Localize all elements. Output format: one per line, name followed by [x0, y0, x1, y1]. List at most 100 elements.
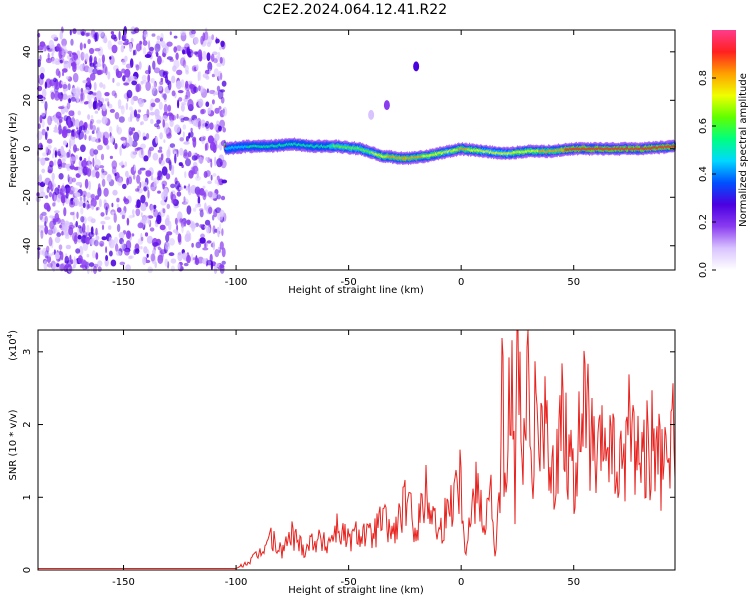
x-tick-label: 50	[567, 277, 580, 288]
noise-blob	[189, 121, 193, 125]
noise-blob	[88, 180, 91, 191]
noise-blob	[114, 143, 118, 150]
noise-blob	[148, 40, 151, 51]
noise-blob	[206, 88, 209, 94]
noise-blob	[117, 99, 122, 108]
noise-blob	[78, 201, 82, 208]
noise-blob	[153, 67, 161, 74]
noise-blob	[96, 90, 102, 101]
noise-blob	[77, 255, 83, 264]
noise-blob	[193, 51, 199, 55]
noise-blob	[53, 129, 60, 133]
noise-blob	[152, 152, 159, 161]
noise-blob	[90, 193, 96, 200]
noise-blob	[158, 101, 163, 111]
noise-blob	[75, 181, 82, 186]
noise-blob	[77, 234, 82, 240]
noise-blob	[59, 95, 63, 102]
noise-blob	[222, 127, 226, 133]
noise-blob	[165, 233, 170, 243]
noise-blob	[96, 126, 101, 133]
noise-blob	[140, 246, 143, 250]
noise-blob	[173, 151, 178, 155]
noise-blob	[151, 33, 156, 37]
noise-blob	[144, 54, 152, 58]
noise-blob	[94, 159, 101, 168]
noise-blob	[157, 254, 164, 264]
noise-blob	[61, 158, 66, 163]
noise-blob	[84, 134, 87, 141]
noise-blob	[85, 236, 91, 245]
noise-blob	[125, 102, 129, 111]
noise-blob	[123, 82, 129, 86]
noise-blob	[58, 106, 65, 110]
noise-blob	[183, 141, 190, 145]
noise-blob	[203, 242, 207, 249]
noise-blob	[216, 62, 222, 67]
x-tick-label: -100	[225, 577, 248, 588]
noise-blob	[58, 119, 63, 123]
noise-blob	[47, 229, 53, 236]
noise-blob	[196, 170, 199, 179]
noise-blob	[52, 202, 56, 207]
noise-blob	[212, 173, 217, 177]
noise-blob	[137, 109, 142, 113]
noise-blob	[74, 118, 80, 128]
noise-blob	[174, 124, 181, 133]
noise-blob	[117, 40, 124, 45]
noise-blob	[187, 118, 194, 122]
noise-blob	[216, 175, 220, 181]
noise-blob	[144, 232, 149, 237]
noise-blob	[64, 105, 69, 113]
isolated-feature	[368, 109, 375, 120]
noise-blob	[65, 235, 70, 239]
noise-blob	[189, 84, 195, 89]
noise-blob	[65, 244, 72, 250]
noise-blob	[42, 152, 47, 157]
noise-blob	[221, 228, 224, 237]
noise-blob	[212, 214, 215, 221]
noise-blob	[88, 135, 91, 142]
noise-blob	[216, 226, 220, 236]
noise-blob	[138, 148, 145, 159]
noise-blob	[53, 183, 56, 188]
noise-blob	[86, 168, 92, 177]
noise-blob	[41, 168, 46, 174]
noise-blob	[136, 199, 141, 209]
noise-blob	[105, 255, 109, 261]
noise-blob	[44, 81, 48, 89]
noise-blob	[76, 211, 79, 219]
noise-blob	[56, 43, 61, 52]
noise-blob	[121, 241, 125, 250]
noise-blob	[183, 185, 186, 189]
noise-blob	[107, 101, 110, 107]
noise-blob	[175, 52, 179, 61]
noise-blob	[181, 225, 184, 234]
noise-blob	[59, 263, 65, 272]
noise-blob	[70, 211, 75, 216]
x-tick-label: 0	[458, 277, 464, 288]
noise-blob	[46, 255, 52, 263]
noise-blob	[202, 73, 209, 78]
colorbar-tick-label: 0.0	[698, 262, 709, 278]
noise-blob	[143, 186, 148, 192]
noise-blob	[111, 44, 118, 54]
noise-blob	[133, 131, 140, 142]
noise-blob	[65, 196, 70, 205]
noise-blob	[141, 236, 144, 241]
noise-blob	[46, 186, 50, 193]
x-tick-label: 0	[458, 577, 464, 588]
noise-blob	[185, 80, 189, 89]
noise-blob	[43, 202, 50, 210]
noise-blob	[113, 236, 119, 244]
noise-blob	[116, 203, 120, 208]
x-tick-label: -100	[225, 277, 248, 288]
noise-blob	[215, 38, 220, 44]
noise-blob	[209, 122, 214, 130]
noise-blob	[110, 259, 117, 267]
noise-blob	[173, 59, 180, 69]
noise-blob	[66, 166, 71, 172]
noise-blob	[70, 38, 74, 46]
noise-blob	[211, 99, 215, 105]
noise-blob	[169, 238, 175, 246]
